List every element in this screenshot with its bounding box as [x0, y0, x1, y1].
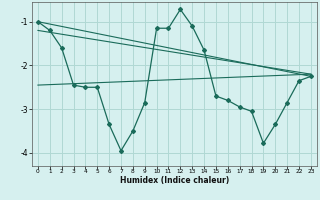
X-axis label: Humidex (Indice chaleur): Humidex (Indice chaleur)	[120, 176, 229, 185]
